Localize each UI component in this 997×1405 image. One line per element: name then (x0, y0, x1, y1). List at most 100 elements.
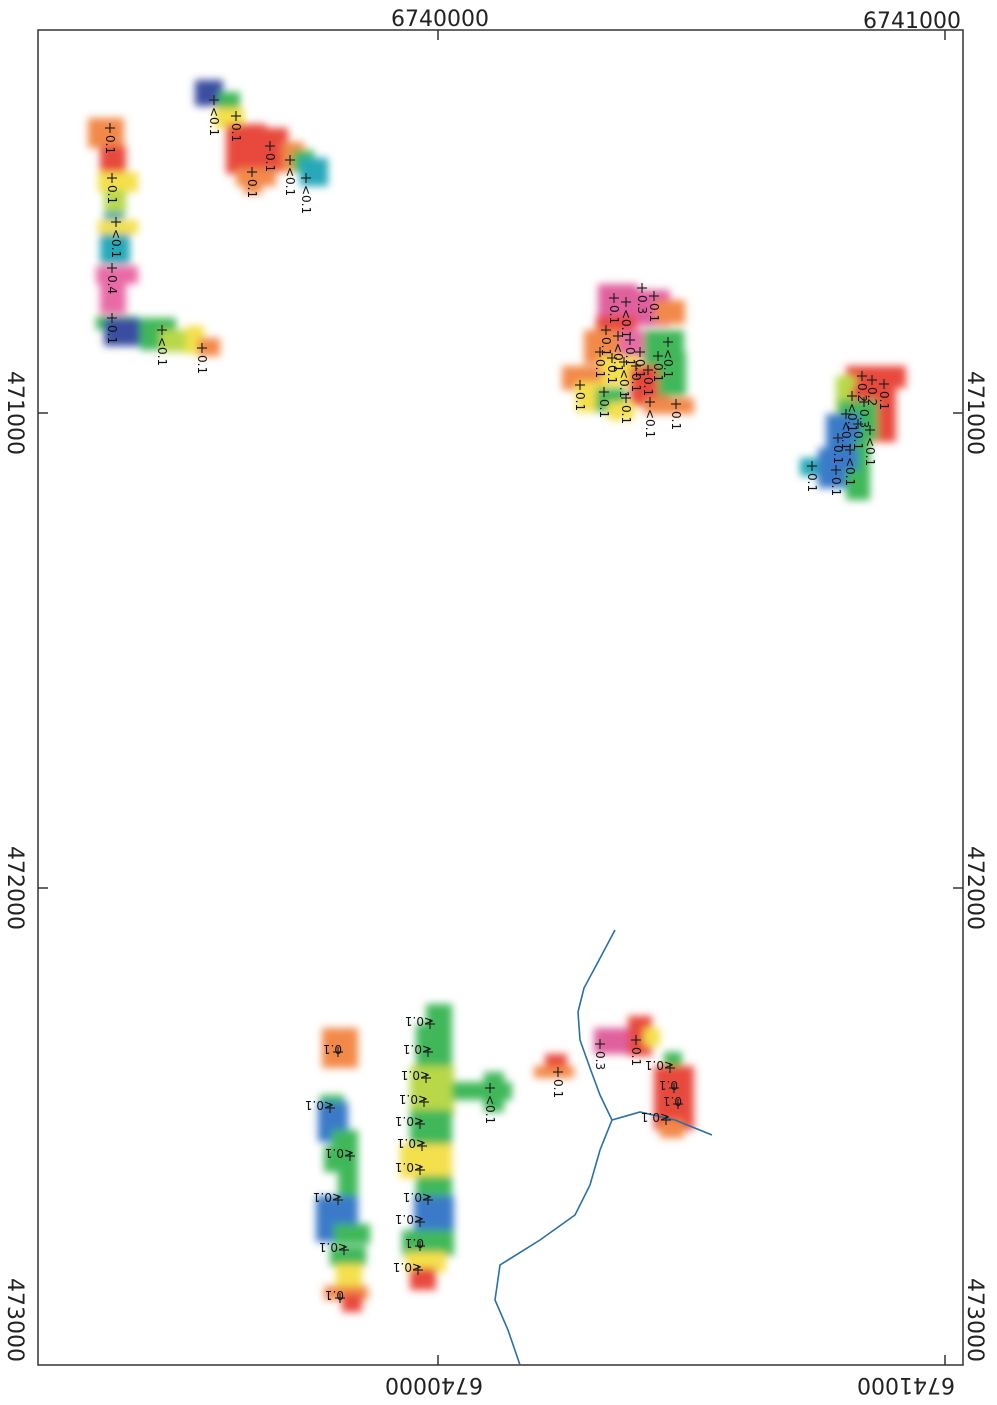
sample-point: <0.1 (155, 325, 169, 366)
sample-point: 0.1 (619, 393, 633, 424)
sample-value: 0.1 (195, 355, 209, 374)
sample-value: <0.1 (395, 1212, 424, 1226)
bottom-label-2: 6741000 (857, 1372, 955, 1397)
stream-line (494, 929, 713, 1366)
anomaly-cell (402, 1230, 454, 1256)
sample-point: <0.1 (643, 397, 657, 438)
sample-point: <0.1 (393, 1260, 423, 1275)
sample-point: 0.1 (647, 291, 661, 322)
sample-point: <0.1 (319, 1240, 349, 1255)
anomaly-cell (198, 338, 220, 356)
axis-labels: 6740000 6741000 6740000 6741000 471000 4… (2, 7, 987, 1397)
sample-point: 0.2 (855, 371, 869, 402)
sample-point: 0.1 (325, 1288, 345, 1303)
sample-value: <0.1 (863, 437, 877, 466)
anomaly-cell (484, 1072, 504, 1112)
sample-value: <0.1 (325, 1146, 354, 1160)
sample-point: <0.1 (863, 425, 877, 466)
anomaly-cell (330, 1246, 366, 1266)
sample-point: <0.1 (299, 173, 313, 214)
sample-point: <0.1 (483, 1083, 497, 1124)
sample-point: <0.1 (839, 409, 853, 450)
sample-point: 0.1 (651, 351, 665, 382)
sample-point: <0.1 (405, 1014, 435, 1029)
sample-point: 0.1 (551, 1067, 565, 1098)
anomaly-cell (416, 1024, 452, 1074)
sample-point: 0.2 (865, 375, 879, 406)
sample-value: 0.1 (805, 473, 819, 492)
sample-value: <0.1 (645, 1058, 674, 1072)
sample-value: 0.1 (829, 477, 843, 496)
anomaly-cell (664, 1052, 682, 1070)
sample-point: 0.1 (599, 325, 613, 356)
sample-point: <0.1 (403, 1042, 433, 1057)
sample-point: <0.1 (313, 1190, 343, 1205)
sample-value: 0.3 (635, 295, 649, 314)
sample-point: <0.1 (207, 95, 221, 136)
anomaly-cell (324, 1146, 358, 1172)
sample-value: <0.1 (395, 1160, 424, 1174)
sample-point: 0.1 (669, 399, 683, 430)
sample-value: 0.2 (855, 383, 869, 402)
anomaly-cell (336, 1264, 362, 1288)
sample-point: 0.1 (105, 173, 119, 204)
sample-value: <0.1 (319, 1240, 348, 1254)
sample-point: 0.1 (195, 343, 209, 374)
sample-point: 0.1 (629, 1035, 643, 1066)
right-label-2: 472000 (962, 846, 987, 930)
anomaly-cell (334, 1224, 370, 1244)
anomaly-cell (342, 1294, 362, 1312)
map-frame (37, 29, 964, 1366)
sample-point: 0.1 (877, 379, 891, 410)
sample-value: 0.3 (593, 1051, 607, 1070)
anomaly-cell (608, 402, 634, 420)
sample-value: <0.1 (405, 1014, 434, 1028)
sample-point: <0.1 (645, 1058, 675, 1073)
sample-value: <0.1 (397, 1136, 426, 1150)
sample-value: 0.1 (647, 303, 661, 322)
sample-point: <0.1 (399, 1092, 429, 1107)
sample-point: <0.1 (109, 217, 123, 258)
sample-point: 0.3 (635, 283, 649, 314)
anomaly-cell (100, 146, 126, 174)
anomaly-cell (644, 1028, 660, 1046)
anomaly-cell (410, 1268, 436, 1290)
sample-value: <0.1 (401, 1068, 430, 1082)
sample-point: 0.1 (663, 1094, 683, 1109)
sample-point: 0.1 (593, 347, 607, 378)
sample-value: 0.2 (865, 387, 879, 406)
anomaly-cell (846, 470, 870, 500)
sample-value: 0.1 (877, 391, 891, 410)
sample-point: 0.1 (829, 465, 843, 496)
left-label-1: 471000 (2, 371, 27, 455)
sample-value: 0.1 (103, 135, 117, 154)
sample-point: 0.1 (229, 111, 243, 142)
sample-point: 0.3 (857, 397, 871, 428)
sample-value: 0.1 (105, 325, 119, 344)
sample-point: 0.1 (641, 365, 655, 396)
sample-value: 0.1 (245, 179, 259, 198)
anomaly-cell (338, 1172, 358, 1202)
sample-point: <0.1 (305, 1098, 335, 1113)
sample-point: 0.1 (405, 1236, 425, 1251)
sample-value: <0.1 (843, 457, 857, 486)
sample-point: <0.1 (403, 1190, 433, 1205)
sample-point: <0.1 (395, 1160, 425, 1175)
sample-point: 0.1 (597, 387, 611, 418)
anomaly-cell (410, 1110, 452, 1150)
sample-point: 0.1 (263, 141, 277, 172)
anomaly-cell (410, 1066, 454, 1116)
sample-value: <0.1 (611, 343, 625, 372)
right-label-3: 473000 (962, 1278, 987, 1362)
anomaly-cell (322, 1028, 358, 1068)
sample-value: 0.3 (857, 409, 871, 428)
sample-point: 0.1 (623, 335, 637, 366)
sample-value: <0.1 (207, 107, 221, 136)
anomaly-cell (98, 172, 138, 192)
sample-point: <0.1 (283, 155, 297, 196)
sample-point: 0.1 (245, 167, 259, 198)
sample-value: 0.1 (229, 123, 243, 142)
sample-value: 0.1 (593, 359, 607, 378)
sample-value: 0.1 (831, 445, 845, 464)
